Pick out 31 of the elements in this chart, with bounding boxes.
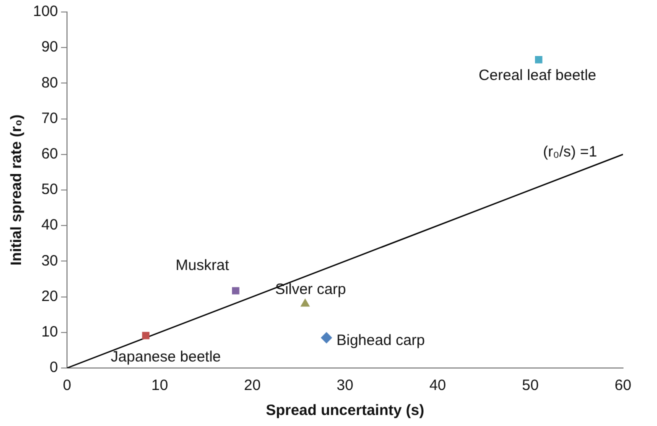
y-tick-label: 20	[41, 288, 58, 305]
y-tick-label: 70	[41, 110, 58, 127]
x-tick-label: 40	[429, 377, 446, 394]
series-label: Japanese beetle	[110, 348, 221, 366]
series-label: Muskrat	[176, 256, 230, 274]
x-tick-label: 60	[614, 377, 632, 394]
y-tick-label: 0	[50, 359, 58, 376]
y-tick-label: 10	[41, 324, 58, 341]
point	[232, 287, 240, 294]
point	[300, 298, 310, 307]
y-tick-label: 60	[41, 146, 58, 163]
y-tick-label: 80	[41, 74, 58, 92]
series-label: Cereal leaf beetle	[478, 66, 596, 84]
series-label: Bighead carp	[336, 332, 425, 349]
y-tick-label: 50	[41, 181, 58, 198]
point	[534, 56, 542, 64]
point	[320, 332, 332, 344]
y-axis-title: Initial spread rate (r₀)	[8, 114, 26, 266]
x-tick-label: 0	[62, 377, 72, 394]
y-tick-label: 30	[41, 252, 58, 270]
x-tick-label: 20	[244, 377, 261, 394]
x-tick-label: 50	[522, 377, 539, 394]
x-tick-label: 10	[151, 377, 168, 394]
series-label: (r₀/s) =1	[543, 144, 598, 161]
x-axis-title: Spread uncertainty (s)	[266, 402, 424, 420]
y-tick-label: 100	[32, 3, 58, 20]
series-label: Silver carp	[275, 281, 346, 298]
y-tick-label: 90	[41, 38, 58, 56]
y-tick-label: 40	[41, 216, 58, 234]
point	[142, 332, 150, 340]
x-tick-label: 30	[336, 377, 354, 394]
